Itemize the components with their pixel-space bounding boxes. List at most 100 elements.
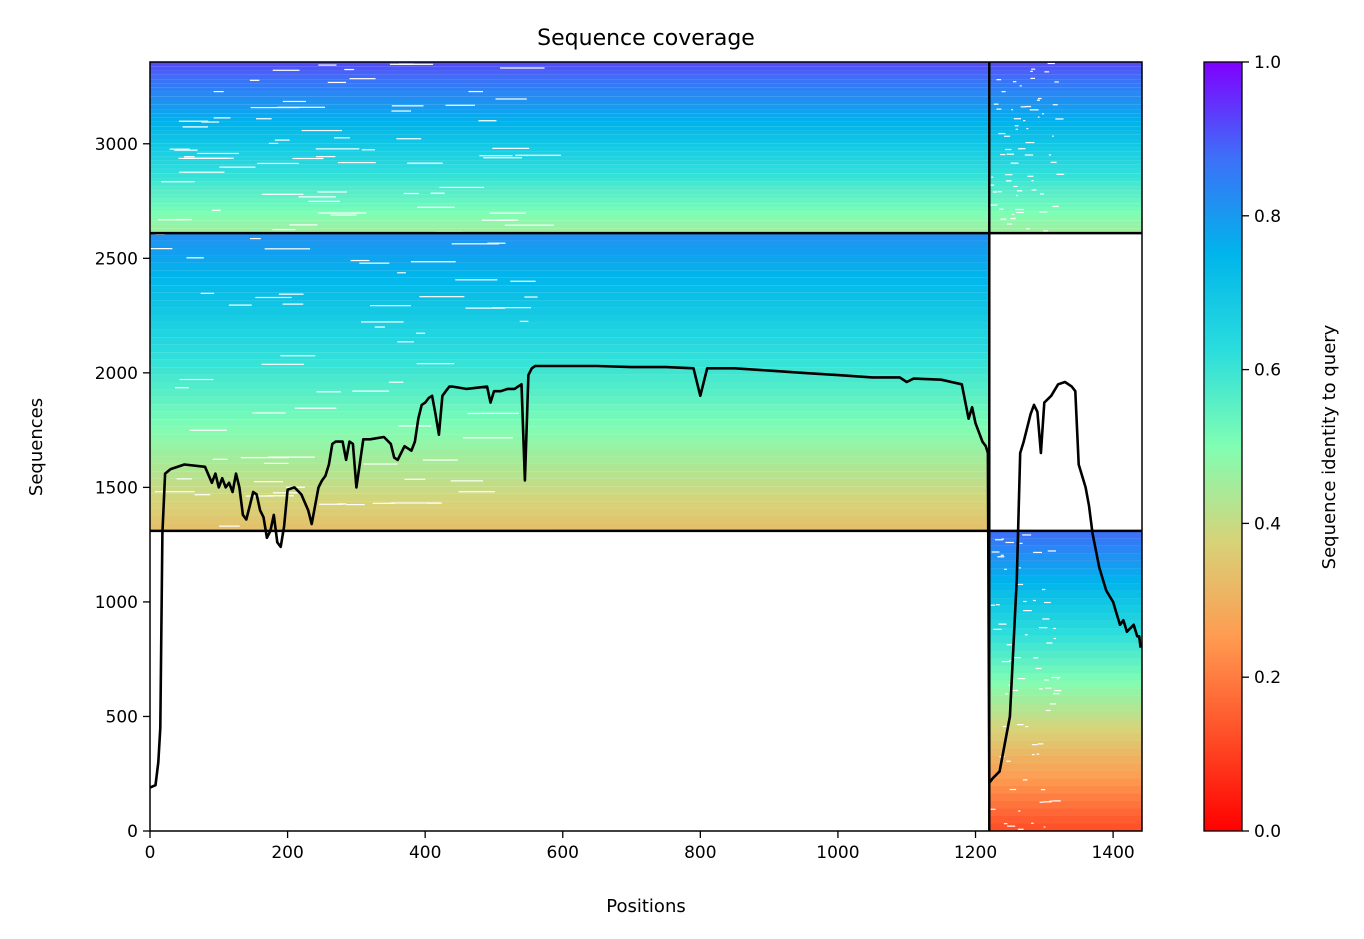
heatmap-gap xyxy=(1005,541,1014,544)
heatmap-band xyxy=(989,194,1142,199)
heatmap-band xyxy=(150,194,990,199)
heatmap-gap xyxy=(272,69,300,71)
heatmap-gap xyxy=(308,200,340,202)
heatmap-band xyxy=(150,173,990,178)
heatmap-gap xyxy=(1026,128,1029,130)
heatmap-gap xyxy=(1006,760,1011,762)
heatmap-gap xyxy=(264,248,311,250)
heatmap-band xyxy=(150,109,990,114)
heatmap-gap xyxy=(150,248,173,250)
heatmap-gap xyxy=(1037,97,1042,100)
heatmap-band xyxy=(989,62,1142,67)
heatmap-gap xyxy=(1018,810,1021,812)
heatmap-gap xyxy=(212,458,228,460)
heatmap-gap xyxy=(370,305,411,307)
heatmap-gap xyxy=(1023,600,1027,603)
heatmap-band xyxy=(989,748,1142,756)
heatmap-gap xyxy=(257,162,299,165)
heatmap-gap xyxy=(439,186,484,189)
heatmap-band xyxy=(989,545,1142,554)
heatmap-gap xyxy=(995,604,1000,606)
heatmap-gap xyxy=(1013,217,1016,220)
heatmap-gap xyxy=(182,126,208,128)
heatmap-gap xyxy=(218,525,240,527)
heatmap-gap xyxy=(282,303,304,305)
heatmap-gap xyxy=(277,106,326,108)
plot-frame xyxy=(149,61,1143,832)
heatmap-band xyxy=(989,770,1142,779)
heatmap-gap xyxy=(267,456,315,458)
heatmap-band xyxy=(150,456,990,464)
heatmap-gap xyxy=(479,155,513,157)
heatmap-gap xyxy=(1048,154,1052,156)
heatmap-band xyxy=(989,83,1142,88)
heatmap-gap xyxy=(1053,637,1057,640)
heatmap-band xyxy=(989,117,1142,122)
heatmap-gap xyxy=(1022,779,1028,781)
heatmap-band xyxy=(150,359,990,368)
heatmap-gap xyxy=(154,491,195,493)
heatmap-band xyxy=(150,523,990,531)
heatmap-band xyxy=(150,70,990,75)
heatmap-band xyxy=(989,703,1142,711)
heatmap-gap xyxy=(397,341,414,343)
heatmap-gap xyxy=(317,191,348,193)
heatmap-gap xyxy=(991,176,994,178)
heatmap-band xyxy=(150,255,990,263)
heatmap-gap xyxy=(1047,62,1055,65)
heatmap-band xyxy=(150,211,990,217)
colorbar-tick-label: 0.0 xyxy=(1254,822,1281,842)
heatmap-gap xyxy=(1042,588,1046,591)
heatmap-gap xyxy=(372,502,395,504)
heatmap-gaps xyxy=(150,233,555,532)
heatmap-gap xyxy=(174,149,198,151)
heatmap-band xyxy=(150,113,990,118)
heatmap-gap xyxy=(1012,656,1021,659)
heatmap-gap xyxy=(278,293,304,295)
heatmap-gap xyxy=(422,459,458,461)
x-tick-label: 1000 xyxy=(816,843,859,863)
heatmap-gap xyxy=(1004,568,1007,570)
heatmap-gap xyxy=(999,208,1004,210)
heatmap-band xyxy=(150,104,990,110)
heatmap-gap xyxy=(1050,161,1057,163)
heatmap-gap xyxy=(344,68,355,71)
heatmap-gap xyxy=(1001,538,1004,540)
heatmap-gap xyxy=(398,63,414,65)
heatmap-gap xyxy=(1054,81,1059,83)
heatmap-band xyxy=(989,673,1142,681)
heatmap-band xyxy=(989,763,1142,771)
heatmap-band xyxy=(989,778,1142,786)
heatmap-band xyxy=(989,800,1142,809)
heatmap-gap xyxy=(1029,109,1039,111)
heatmap-gap xyxy=(388,381,404,383)
heatmap-gap xyxy=(1003,218,1007,220)
heatmap-band xyxy=(150,501,990,509)
heatmap-gap xyxy=(1056,173,1065,175)
heatmap-band xyxy=(989,224,1142,229)
heatmap-gap xyxy=(1010,162,1019,164)
heatmap-gap xyxy=(1053,693,1060,695)
heatmap-gap xyxy=(361,321,404,323)
y-tick-label: 500 xyxy=(106,707,138,727)
heatmap-band xyxy=(989,613,1142,621)
heatmap-band xyxy=(150,337,990,345)
heatmap-band xyxy=(989,156,1142,161)
heatmap-gap xyxy=(1013,185,1018,188)
heatmap-gap xyxy=(1007,825,1016,827)
heatmap-gap xyxy=(996,108,1002,110)
heatmap-gap xyxy=(1043,230,1049,232)
heatmap-band xyxy=(989,130,1142,135)
heatmap-gap xyxy=(201,121,220,123)
heatmap-gap xyxy=(1011,213,1015,216)
heatmap-band xyxy=(150,352,990,360)
heatmap-band xyxy=(989,139,1142,144)
coverage-line-layer xyxy=(150,364,1142,789)
heatmap-gap xyxy=(298,196,336,198)
heatmap-band xyxy=(989,147,1142,152)
plot-border xyxy=(149,61,1143,832)
heatmap-band xyxy=(150,151,990,157)
x-axis: 0 200 400 600 800 1000 1200 1400 xyxy=(145,831,1135,863)
heatmap-gap xyxy=(301,129,342,132)
